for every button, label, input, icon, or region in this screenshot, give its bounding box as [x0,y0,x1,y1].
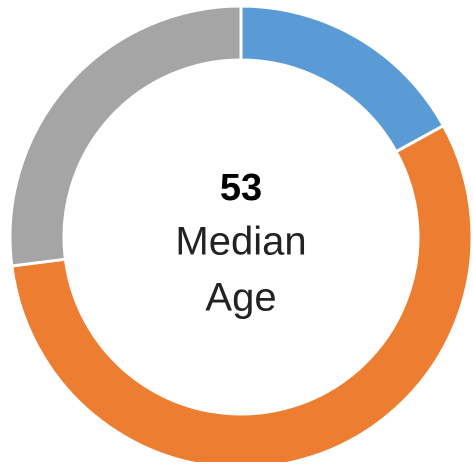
center-label: Median [175,220,306,264]
center-value: 53 [220,167,262,209]
donut-segment [10,123,473,467]
donut-segment [8,4,243,268]
center-label: Age [205,276,276,320]
donut-segment [239,4,446,154]
